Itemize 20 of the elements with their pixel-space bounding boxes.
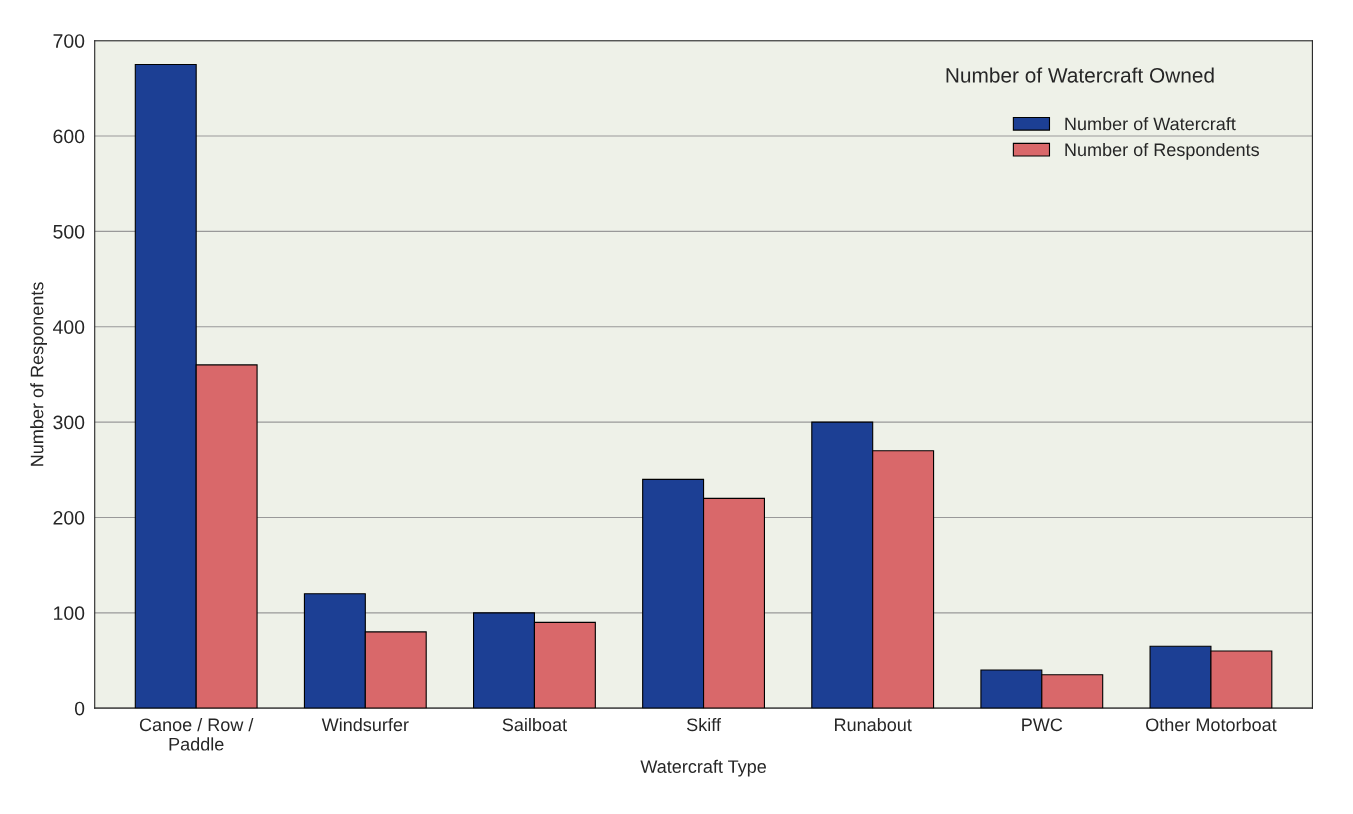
y-axis-title: Number of Responents — [30, 282, 47, 466]
x-tick-label: Sailboat — [502, 717, 567, 732]
y-tick-label: 500 — [53, 224, 85, 239]
y-tick-label: 100 — [54, 606, 85, 621]
y-tick-label: 200 — [53, 510, 85, 525]
x-tick-label: Canoe / Row / Paddle — [139, 717, 254, 751]
y-tick-label: 600 — [53, 129, 85, 144]
x-tick-label: PWC — [1022, 718, 1063, 732]
x-axis-title: Watercraft Type — [640, 759, 766, 777]
legend-label: Number of Respondents — [1065, 142, 1259, 160]
y-tick-label: 400 — [53, 320, 85, 334]
y-tick-label: 300 — [53, 415, 85, 430]
x-tick-label: Skiff — [686, 717, 721, 732]
legend-label: Number of Watercraft — [1065, 117, 1236, 131]
x-tick-label: Other Motorboat — [1146, 717, 1277, 732]
x-tick-label: Windsurfer — [321, 717, 409, 732]
text: Number of Watercraft Owned — [946, 67, 1214, 83]
x-tick-label: Runabout — [835, 717, 912, 732]
y-tick-label: 700 — [53, 34, 85, 48]
y-tick-label: 0 — [74, 701, 85, 716]
